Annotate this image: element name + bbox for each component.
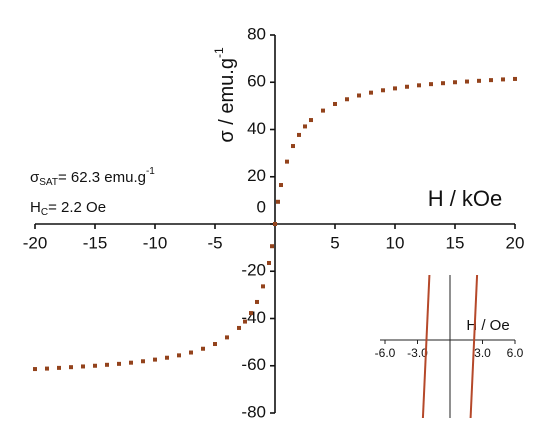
inset-branch <box>421 274 431 419</box>
data-point <box>297 132 301 137</box>
data-point <box>243 319 247 324</box>
data-point <box>333 101 337 106</box>
data-point <box>225 335 229 340</box>
data-point <box>381 88 385 93</box>
data-point <box>303 124 307 129</box>
data-point <box>279 183 283 188</box>
x-tick-label: -15 <box>83 233 108 252</box>
inset-branch <box>469 274 479 419</box>
data-point <box>273 222 277 226</box>
data-point <box>285 159 289 164</box>
y-label-sup: -1 <box>212 47 226 58</box>
inset-x-tick-label: 3.0 <box>474 346 491 360</box>
data-point <box>105 362 109 367</box>
y-tick-label: -20 <box>241 261 266 280</box>
annotation-symbol: σ <box>30 169 40 186</box>
data-point <box>129 360 133 365</box>
y-label-text: σ / emu.g <box>216 58 238 143</box>
x-tick-label: -20 <box>23 233 48 252</box>
x-tick-label: 5 <box>330 233 339 252</box>
y-tick-label: 60 <box>247 72 266 91</box>
data-point <box>117 361 121 366</box>
data-point <box>357 93 361 98</box>
x-tick-label: 15 <box>446 233 465 252</box>
data-point <box>453 80 457 85</box>
annotation-sup: -1 <box>146 166 155 177</box>
annotation-symbol: H <box>30 199 41 216</box>
data-point <box>291 144 295 149</box>
data-point <box>237 325 241 330</box>
y-tick-label: 80 <box>247 24 266 43</box>
data-point <box>429 82 433 87</box>
data-point <box>393 86 397 91</box>
inset-x-tick-label: 6.0 <box>507 346 524 360</box>
data-point <box>255 299 259 304</box>
data-point <box>261 284 265 289</box>
x-axis-label: H / kOe <box>428 186 503 211</box>
data-point <box>141 359 145 364</box>
data-point <box>93 363 97 368</box>
data-point <box>369 90 373 95</box>
data-point <box>201 346 205 351</box>
y-axis-label: σ / emu.g-1 <box>212 47 238 143</box>
data-point <box>501 77 505 82</box>
data-point <box>309 118 313 123</box>
data-point <box>267 260 271 265</box>
data-point <box>417 83 421 88</box>
x-tick-label: 20 <box>506 233 525 252</box>
y-tick-label: 20 <box>247 166 266 185</box>
annotation-rest: = 2.2 Oe <box>48 199 106 216</box>
data-point <box>189 350 193 355</box>
x-tick-label: -10 <box>143 233 168 252</box>
data-point <box>465 79 469 84</box>
x-tick-label: 10 <box>386 233 405 252</box>
data-point <box>276 199 280 204</box>
data-point <box>345 97 349 102</box>
data-point <box>177 353 181 358</box>
y-tick-label: 40 <box>247 119 266 138</box>
data-point <box>249 311 253 316</box>
data-point <box>213 342 217 347</box>
annotation-sub: SAT <box>39 177 58 188</box>
data-point <box>477 78 481 83</box>
x-tick-label: -5 <box>207 233 222 252</box>
data-point <box>405 84 409 89</box>
data-point <box>513 76 517 81</box>
data-point <box>45 366 49 371</box>
data-point <box>489 78 493 83</box>
data-point <box>270 244 274 249</box>
y-tick-label: -80 <box>241 402 266 421</box>
y-tick-label: -60 <box>241 355 266 374</box>
y-tick-label: -40 <box>241 308 266 327</box>
inset-x-tick-label: -6.0 <box>375 346 396 360</box>
data-point <box>321 108 325 113</box>
annotation-sub: C <box>41 207 48 218</box>
inset-x-tick-label: -3.0 <box>407 346 428 360</box>
annotation: HC= 2.2 Oe <box>30 199 106 218</box>
data-point <box>441 81 445 86</box>
data-point <box>81 364 85 369</box>
data-point <box>57 365 61 370</box>
annotation-rest: = 62.3 emu.g <box>58 169 146 186</box>
inset-x-label: H / Oe <box>466 317 509 334</box>
data-point <box>153 357 157 362</box>
data-point <box>69 365 73 370</box>
y-tick-label: 0 <box>257 197 266 216</box>
annotation: σSAT= 62.3 emu.g-1 <box>30 166 155 188</box>
data-point <box>165 355 169 360</box>
data-point <box>33 367 37 372</box>
